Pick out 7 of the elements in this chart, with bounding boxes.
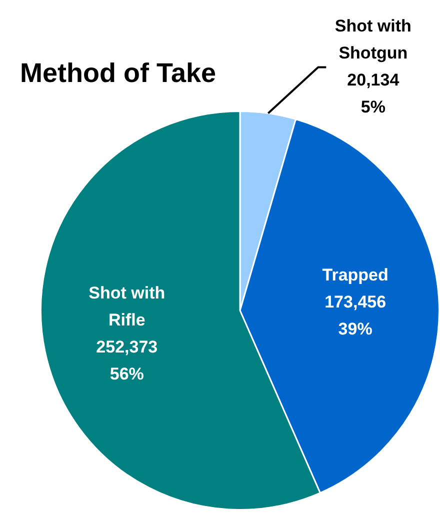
data-label: 173,456 39% — [324, 292, 386, 339]
slice-label: Shot with Shotgun — [334, 16, 412, 62]
data-label: 20,134 5% — [347, 70, 400, 116]
text: Method of Take — [20, 58, 216, 89]
data-label: 252,373 56% — [96, 337, 158, 384]
slice-label: Shot with Rifle — [88, 283, 166, 330]
slice-label: Trapped — [322, 266, 388, 285]
